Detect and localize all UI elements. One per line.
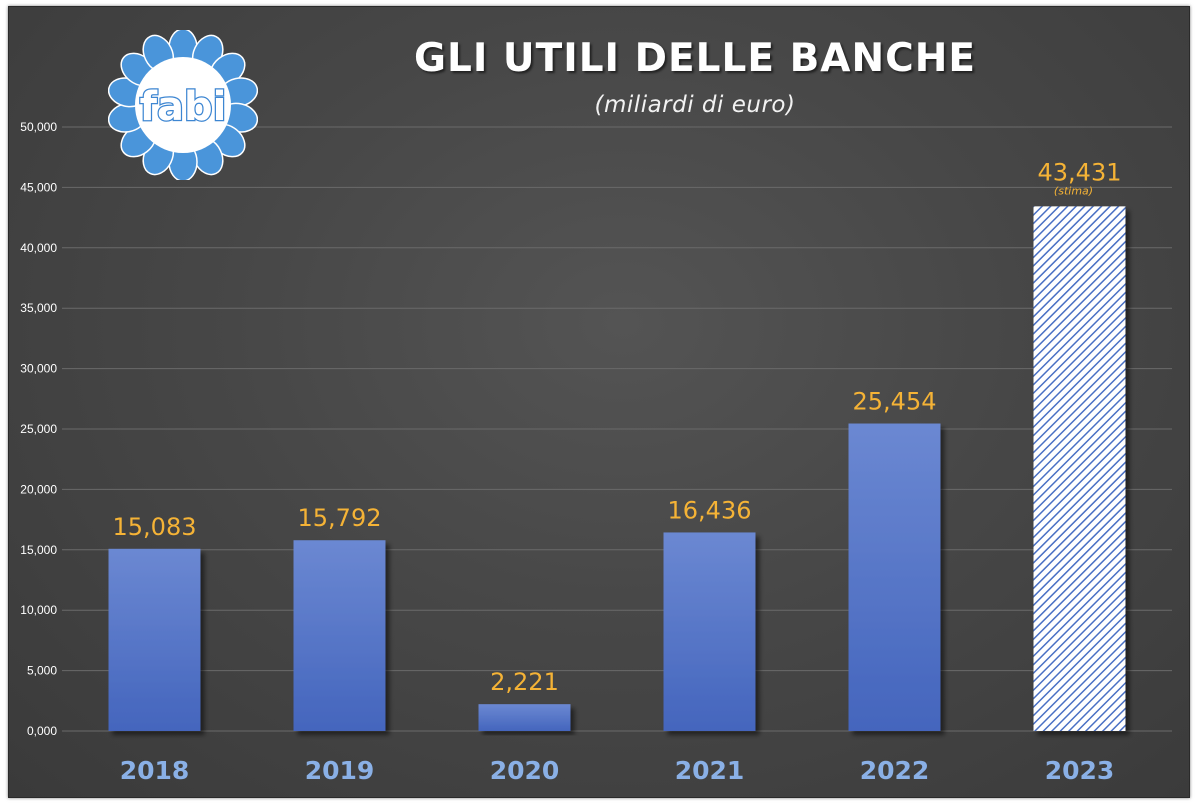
x-tick-label: 2019 (305, 756, 375, 785)
bar-2023 (1033, 206, 1126, 731)
x-tick-label: 2021 (675, 756, 745, 785)
data-label-2018: 15,083 (113, 513, 197, 541)
data-labels: 15,083 15,792 2,221 16,436 25,454 43,431(stim… (113, 158, 1122, 696)
y-tick-label: 15,000 (20, 543, 57, 557)
y-tick-label: 5,000 (27, 664, 57, 678)
bar-2022 (848, 423, 941, 731)
y-tick-label: 25,000 (20, 422, 57, 436)
gridlines (62, 126, 1172, 732)
bar-2018 (108, 548, 201, 731)
x-tick-label: 2018 (120, 756, 190, 785)
y-tick-label: 45,000 (20, 180, 57, 194)
chart-title: GLI UTILI DELLE BANCHE (413, 36, 977, 81)
bar-2019 (293, 540, 386, 731)
data-note-2023: (stima) (1054, 184, 1093, 197)
data-label-2019: 15,792 (298, 504, 382, 532)
data-label-2022: 25,454 (853, 388, 937, 416)
x-tick-label: 2023 (1045, 756, 1115, 785)
data-label-2020: 2,221 (490, 668, 559, 696)
data-label-2021: 16,436 (668, 496, 752, 524)
y-tick-label: 20,000 (20, 482, 57, 496)
y-tick-label: 40,000 (20, 241, 57, 255)
chart-subtitle: (miliardi di euro) (594, 92, 796, 118)
logo-text: fabi (140, 84, 227, 130)
bar-2021 (663, 532, 756, 731)
x-tick-label: 2022 (860, 756, 930, 785)
bar-2020 (478, 704, 571, 731)
y-tick-label: 35,000 (20, 301, 57, 315)
x-tick-label: 2020 (490, 756, 560, 785)
bars (108, 206, 1126, 731)
fabi-logo: fabi (107, 28, 259, 182)
y-tick-label: 10,000 (20, 603, 57, 617)
y-tick-label: 50,000 (20, 120, 57, 134)
x-axis: 2018 2019 2020 2021 2022 2023 (120, 756, 1115, 785)
data-label-2023: 43,431 (1038, 158, 1122, 186)
y-tick-label: 0,000 (27, 724, 57, 738)
y-axis: 0,000 5,000 10,000 15,000 20,000 25,000 30,000… (20, 120, 57, 738)
y-tick-label: 30,000 (20, 362, 57, 376)
